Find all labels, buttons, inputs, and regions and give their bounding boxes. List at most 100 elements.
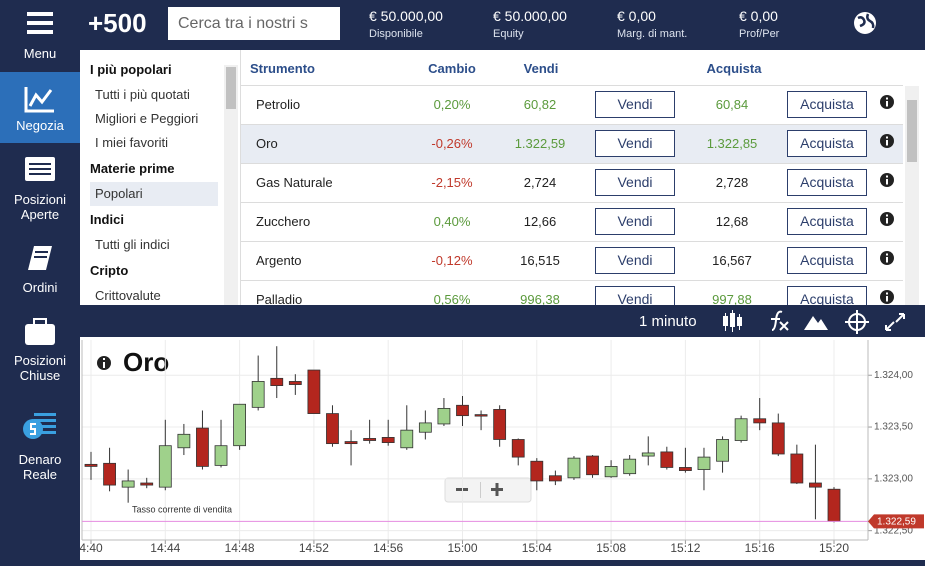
- nav-item[interactable]: Posizioni Aperte: [0, 156, 80, 222]
- info-dot: [886, 292, 888, 295]
- candle-body: [400, 429, 414, 449]
- trade-icon: [24, 87, 54, 113]
- title-info-icon: [97, 356, 111, 370]
- x-tick-label: 14:56: [373, 541, 403, 555]
- nav-item[interactable]: Posizioni Chiuse: [0, 318, 80, 383]
- menu-item[interactable]: Menu: [0, 10, 80, 61]
- search-box[interactable]: Cerca tra i nostri s: [168, 7, 340, 40]
- buy-button[interactable]: Acquista: [787, 247, 867, 274]
- candle-body: [753, 418, 767, 424]
- x-tick-label: 14:44: [150, 541, 180, 555]
- zoom-control[interactable]: [444, 477, 532, 503]
- globe-icon[interactable]: [852, 10, 878, 36]
- category-title: Indici: [90, 212, 124, 227]
- closed-icon: [25, 318, 55, 345]
- info-icon[interactable]: [879, 133, 895, 149]
- candle-body: [660, 451, 674, 468]
- nav-item[interactable]: Denaro Reale: [0, 411, 80, 482]
- info-dot: [886, 175, 888, 178]
- candle-body: [214, 445, 228, 466]
- fullscreen-icon[interactable]: [885, 313, 905, 331]
- y-tick-label: 1.323,00: [874, 474, 913, 485]
- candle-body: [437, 407, 451, 425]
- buy-price: 1.322,85: [706, 136, 758, 151]
- chart-title: Oro: [123, 347, 169, 377]
- table-row[interactable]: Petrolio 0,20% 60,82 Vendi 60,84 Acquista: [241, 85, 903, 124]
- stat-value: € 50.000,00: [369, 8, 443, 24]
- candle-body: [158, 445, 172, 488]
- candle-body: [734, 418, 748, 441]
- sell-button[interactable]: Vendi: [595, 91, 675, 118]
- change: 0,40%: [433, 214, 471, 229]
- nav-item-active[interactable]: Negozia: [0, 72, 80, 143]
- y-tick-label: 1.324,00: [874, 370, 913, 381]
- x-tick-label: 15:08: [596, 541, 626, 555]
- category-item[interactable]: I miei favoriti: [95, 135, 168, 150]
- sell-button[interactable]: Vendi: [595, 169, 675, 196]
- candle-body: [641, 452, 655, 457]
- interval-select[interactable]: 1 minuto: [639, 313, 697, 330]
- area-icon[interactable]: [804, 316, 828, 330]
- bottom-strip: [80, 560, 925, 566]
- buy-button[interactable]: Acquista: [787, 208, 867, 235]
- nav-label: Denaro Reale: [18, 452, 62, 482]
- category-item[interactable]: Tutti i più quotati: [95, 87, 190, 102]
- nav-item[interactable]: Ordini: [0, 244, 80, 295]
- sell-button[interactable]: Vendi: [595, 208, 675, 235]
- category-item[interactable]: Crittovalute: [95, 288, 161, 303]
- table-row[interactable]: Palladio 0,56% 996,38 Vendi 997,88 Acquista: [241, 280, 903, 305]
- buy-button[interactable]: Acquista: [787, 130, 867, 157]
- buy-button[interactable]: Acquista: [787, 169, 867, 196]
- info-icon[interactable]: [879, 250, 895, 266]
- info-icon[interactable]: [879, 94, 895, 110]
- instrument-name: Oro: [256, 136, 278, 151]
- info-icon[interactable]: [879, 289, 895, 305]
- instrument-name: Palladio: [256, 292, 303, 305]
- table-row[interactable]: Gas Naturale -2,15% 2,724 Vendi 2,728 Acquist…: [241, 163, 903, 202]
- crosshair-icon[interactable]: [845, 310, 869, 334]
- info-icon[interactable]: [879, 172, 895, 188]
- sell-button[interactable]: Vendi: [595, 247, 675, 274]
- top-bar: +500 Cerca tra i nostri s € 50.000,00 Dis…: [80, 0, 925, 50]
- money-icon: [23, 413, 56, 439]
- info-dot: [886, 214, 888, 217]
- sell-button[interactable]: Vendi: [595, 130, 675, 157]
- candle-body: [363, 438, 377, 441]
- candle-body: [418, 422, 432, 433]
- candle-body: [288, 381, 302, 385]
- candle-body: [493, 409, 507, 440]
- info-icon[interactable]: [879, 211, 895, 227]
- category-item[interactable]: Migliori e Peggiori: [95, 111, 199, 126]
- fx-icon[interactable]: [771, 310, 789, 331]
- info-dot: [886, 97, 888, 100]
- candle-body: [586, 455, 599, 476]
- buy-price: 997,88: [712, 292, 752, 305]
- buy-button[interactable]: Acquista: [787, 286, 867, 305]
- scrollbar[interactable]: [905, 86, 919, 305]
- table-row[interactable]: Argento -0,12% 16,515 Vendi 16,567 Acquista: [241, 241, 903, 280]
- category-title: I più popolari: [90, 62, 172, 77]
- sidebar: Menu Negozia Posizioni Aperte Ordini Pos…: [0, 0, 80, 566]
- column-header: Vendi: [523, 61, 559, 76]
- x-tick-label: 15:16: [745, 541, 775, 555]
- candle-body: [679, 467, 692, 471]
- candle-body: [548, 475, 562, 482]
- instrument-table: Strumento Cambio Vendi Acquista Petrolio 0,20…: [241, 50, 925, 305]
- stat-label: Equity: [493, 28, 524, 40]
- candle-body: [827, 488, 841, 522]
- sell-button[interactable]: Vendi: [595, 286, 675, 305]
- table-row[interactable]: Zucchero 0,40% 12,66 Vendi 12,68 Acquista: [241, 202, 903, 241]
- sell-price: 16,515: [520, 253, 560, 268]
- category-item[interactable]: Tutti gli indici: [95, 237, 170, 252]
- table-row[interactable]: Oro -0,26% 1.322,59 Vendi 1.322,85 Acquista: [241, 124, 903, 163]
- category-title: Cripto: [90, 263, 129, 278]
- menu-label: Menu: [23, 46, 57, 61]
- scrollbar[interactable]: [224, 65, 238, 305]
- buy-button[interactable]: Acquista: [787, 91, 867, 118]
- candles-icon[interactable]: [723, 310, 742, 332]
- category-item[interactable]: Popolari: [90, 182, 218, 206]
- column-header: Acquista: [706, 61, 762, 76]
- info-stem: [886, 140, 888, 146]
- stat-value: € 0,00: [739, 8, 778, 24]
